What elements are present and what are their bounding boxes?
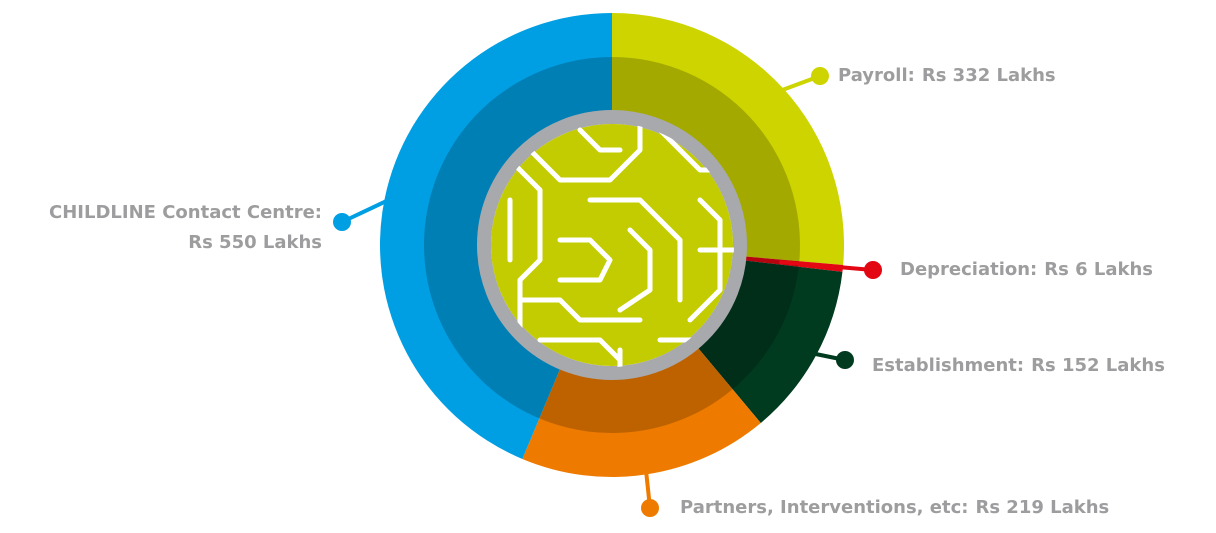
slice-inner-band [539, 343, 733, 433]
labels: Payroll: Rs 332 Lakhs Depreciation: Rs 6 La… [49, 65, 1165, 518]
leader-dot [641, 499, 659, 517]
leaders [333, 67, 882, 517]
leader-dot [333, 213, 351, 231]
slices [379, 12, 844, 477]
slice-label: Payroll: Rs 332 Lakhs [838, 65, 1056, 86]
slice-label-value: Rs 332 Lakhs [922, 65, 1056, 86]
slice [522, 343, 761, 477]
slice-label: Establishment: Rs 152 Lakhs [872, 355, 1165, 376]
slice-label-value: Rs 6 Lakhs [1044, 259, 1153, 280]
slice-label-value: Rs 219 Lakhs [975, 497, 1109, 518]
slice-label-value: Rs 152 Lakhs [1031, 355, 1165, 376]
slice-label-category: Depreciation: [900, 259, 1037, 280]
slice-label: Partners, Interventions, etc: Rs 219 Lakh… [680, 497, 1109, 518]
slice-label: Depreciation: Rs 6 Lakhs [900, 259, 1153, 280]
circuit-pattern [497, 123, 734, 367]
slice-label: CHILDLINE Contact Centre: Rs 550 Lakhs [49, 202, 322, 253]
slice-label-value: Rs 550 Lakhs [188, 232, 322, 253]
slice-label-category: Partners, Interventions, etc: [680, 497, 968, 518]
center-disc [491, 124, 733, 366]
slice [612, 13, 844, 265]
slice-inner-band [694, 259, 799, 390]
leader-dot [836, 351, 854, 369]
slice-inner-band [612, 57, 801, 262]
slice-label-category: Payroll: [838, 65, 915, 86]
slice-label-category: CHILDLINE Contact Centre: [49, 202, 322, 223]
leader-dot [864, 261, 882, 279]
center-ring [477, 110, 747, 380]
slice-label-category: Establishment: [872, 355, 1024, 376]
leader-dot [811, 67, 829, 85]
leader-line [778, 259, 874, 272]
slice-inner-band [423, 56, 612, 419]
